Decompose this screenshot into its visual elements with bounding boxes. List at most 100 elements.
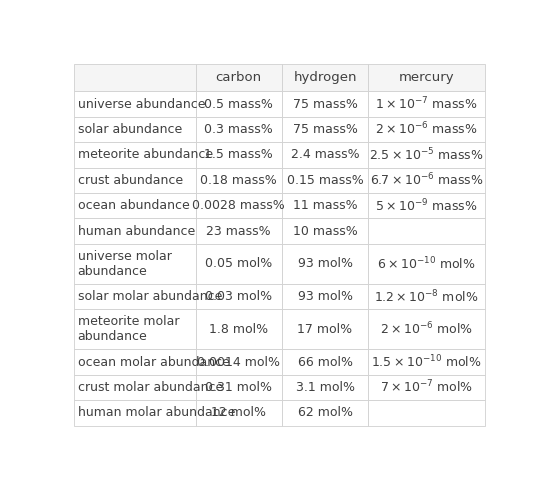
Bar	[282, 91, 368, 117]
Text: solar molar abundance: solar molar abundance	[78, 290, 222, 303]
Text: $1\times10^{-7}$ mass%: $1\times10^{-7}$ mass%	[375, 96, 478, 113]
Bar	[74, 244, 195, 284]
Bar	[282, 168, 368, 193]
Text: 0.03 mol%: 0.03 mol%	[205, 290, 272, 303]
Bar	[368, 349, 485, 375]
Bar	[195, 284, 282, 309]
Bar	[74, 284, 195, 309]
Text: 0.5 mass%: 0.5 mass%	[204, 98, 273, 111]
Text: 3.1 mol%: 3.1 mol%	[295, 381, 354, 394]
Bar	[282, 142, 368, 168]
Bar	[368, 193, 485, 218]
Text: $7\times10^{-7}$ mol%: $7\times10^{-7}$ mol%	[380, 379, 473, 396]
Text: meteorite molar
abundance: meteorite molar abundance	[78, 315, 179, 343]
Bar	[368, 117, 485, 142]
Bar	[195, 193, 282, 218]
Bar	[74, 168, 195, 193]
Text: $6.7\times10^{-6}$ mass%: $6.7\times10^{-6}$ mass%	[370, 172, 483, 189]
Text: 0.05 mol%: 0.05 mol%	[205, 257, 272, 270]
Text: 75 mass%: 75 mass%	[293, 123, 358, 136]
Bar	[282, 309, 368, 349]
Text: $5\times10^{-9}$ mass%: $5\times10^{-9}$ mass%	[375, 197, 478, 214]
Text: 93 mol%: 93 mol%	[298, 290, 353, 303]
Text: 23 mass%: 23 mass%	[206, 225, 271, 238]
Text: $6\times10^{-10}$ mol%: $6\times10^{-10}$ mol%	[377, 255, 476, 272]
Bar	[74, 349, 195, 375]
Bar	[368, 244, 485, 284]
Bar	[74, 64, 195, 91]
Bar	[74, 117, 195, 142]
Bar	[368, 218, 485, 244]
Bar	[74, 142, 195, 168]
Bar	[195, 309, 282, 349]
Text: 0.18 mass%: 0.18 mass%	[200, 174, 277, 187]
Text: 66 mol%: 66 mol%	[298, 355, 353, 368]
Bar	[195, 168, 282, 193]
Text: $2\times10^{-6}$ mol%: $2\times10^{-6}$ mol%	[380, 321, 473, 338]
Text: 0.31 mol%: 0.31 mol%	[205, 381, 272, 394]
Text: ocean molar abundance: ocean molar abundance	[78, 355, 229, 368]
Bar	[74, 400, 195, 425]
Bar	[74, 309, 195, 349]
Bar	[368, 375, 485, 400]
Bar	[282, 349, 368, 375]
Bar	[282, 375, 368, 400]
Text: 1.5 mass%: 1.5 mass%	[204, 148, 273, 161]
Text: crust molar abundance: crust molar abundance	[78, 381, 223, 394]
Bar	[282, 218, 368, 244]
Text: universe molar
abundance: universe molar abundance	[78, 250, 171, 278]
Text: $1.2\times10^{-8}$ mol%: $1.2\times10^{-8}$ mol%	[375, 288, 479, 305]
Bar	[74, 193, 195, 218]
Text: 0.0028 mass%: 0.0028 mass%	[192, 199, 285, 212]
Bar	[368, 64, 485, 91]
Text: 11 mass%: 11 mass%	[293, 199, 357, 212]
Bar	[368, 91, 485, 117]
Text: mercury: mercury	[399, 71, 454, 84]
Bar	[195, 142, 282, 168]
Text: $2.5\times10^{-5}$ mass%: $2.5\times10^{-5}$ mass%	[370, 147, 484, 163]
Bar	[282, 193, 368, 218]
Bar	[368, 400, 485, 425]
Bar	[282, 244, 368, 284]
Bar	[74, 375, 195, 400]
Text: 12 mol%: 12 mol%	[211, 406, 266, 419]
Text: 0.0014 mol%: 0.0014 mol%	[197, 355, 280, 368]
Bar	[195, 91, 282, 117]
Bar	[195, 64, 282, 91]
Text: 0.15 mass%: 0.15 mass%	[287, 174, 364, 187]
Bar	[195, 400, 282, 425]
Text: carbon: carbon	[216, 71, 262, 84]
Text: human molar abundance: human molar abundance	[78, 406, 235, 419]
Bar	[195, 244, 282, 284]
Text: 10 mass%: 10 mass%	[293, 225, 358, 238]
Bar	[368, 309, 485, 349]
Bar	[195, 375, 282, 400]
Text: 17 mol%: 17 mol%	[298, 323, 353, 336]
Text: 75 mass%: 75 mass%	[293, 98, 358, 111]
Bar	[74, 91, 195, 117]
Bar	[368, 168, 485, 193]
Text: human abundance: human abundance	[78, 225, 195, 238]
Bar	[282, 64, 368, 91]
Text: 62 mol%: 62 mol%	[298, 406, 353, 419]
Bar	[282, 117, 368, 142]
Bar	[74, 218, 195, 244]
Text: ocean abundance: ocean abundance	[78, 199, 189, 212]
Text: $2\times10^{-6}$ mass%: $2\times10^{-6}$ mass%	[375, 121, 478, 138]
Text: crust abundance: crust abundance	[78, 174, 183, 187]
Text: solar abundance: solar abundance	[78, 123, 182, 136]
Text: 93 mol%: 93 mol%	[298, 257, 353, 270]
Bar	[195, 218, 282, 244]
Text: $1.5\times10^{-10}$ mol%: $1.5\times10^{-10}$ mol%	[371, 354, 482, 370]
Text: hydrogen: hydrogen	[293, 71, 357, 84]
Bar	[282, 284, 368, 309]
Text: universe abundance: universe abundance	[78, 98, 205, 111]
Text: 2.4 mass%: 2.4 mass%	[290, 148, 359, 161]
Text: meteorite abundance: meteorite abundance	[78, 148, 213, 161]
Bar	[282, 400, 368, 425]
Text: 1.8 mol%: 1.8 mol%	[209, 323, 268, 336]
Text: 0.3 mass%: 0.3 mass%	[204, 123, 273, 136]
Bar	[368, 284, 485, 309]
Bar	[195, 349, 282, 375]
Bar	[368, 142, 485, 168]
